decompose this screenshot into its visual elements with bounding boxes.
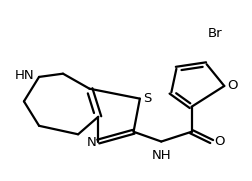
Text: S: S — [143, 92, 151, 105]
Text: N: N — [86, 136, 96, 149]
Text: O: O — [215, 135, 225, 148]
Text: O: O — [227, 79, 238, 92]
Text: HN: HN — [14, 69, 34, 82]
Text: NH: NH — [151, 149, 171, 162]
Text: Br: Br — [208, 27, 223, 40]
